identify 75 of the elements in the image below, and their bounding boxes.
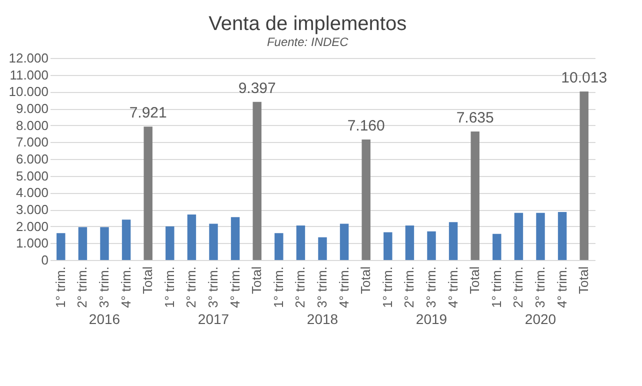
x-tick-label: 1° trim.	[162, 266, 177, 308]
x-tick-label: 3° trim.	[206, 266, 220, 308]
bar	[448, 222, 458, 260]
x-tick-label: 2° trim.	[510, 266, 526, 308]
text: 2020	[524, 311, 556, 327]
x-tick-label: 2° trim.	[74, 266, 90, 308]
bar	[78, 227, 88, 260]
y-tick-label: 5.000	[16, 168, 48, 184]
text: 2016	[88, 311, 120, 327]
bar	[166, 226, 174, 260]
y-tick-label: 8.000	[16, 118, 48, 133]
x-tick-label: Total	[358, 266, 374, 294]
bar	[362, 139, 370, 260]
x-tick-label: Total	[140, 266, 156, 294]
x-tick-label: 3° trim.	[424, 266, 438, 308]
x-tick-label: 1° trim.	[488, 266, 504, 308]
bar	[536, 212, 545, 260]
x-tick-label: 2° trim.	[402, 266, 417, 308]
data-label: 9.397	[238, 80, 276, 97]
x-tick-label: 4° trim.	[445, 266, 460, 308]
bar	[514, 212, 524, 260]
x-tick-label: Total	[576, 266, 592, 294]
data-label: 7.921	[129, 104, 167, 122]
bar	[558, 212, 567, 260]
bar	[209, 224, 218, 260]
text: 2017	[198, 311, 230, 327]
bar	[384, 232, 392, 260]
bar	[252, 102, 262, 260]
data-label: 7.635	[456, 109, 494, 126]
y-tick-label: 7.000	[16, 134, 48, 150]
y-tick-label: 4.000	[16, 185, 48, 200]
x-tick-label: 4° trim.	[554, 266, 570, 308]
x-tick-label: 4° trim.	[336, 266, 352, 308]
data-label: 10.013	[561, 69, 608, 86]
x-tick-label: 4° trim.	[118, 266, 134, 308]
bar	[296, 225, 306, 260]
y-tick-label: 2.000	[16, 218, 48, 234]
x-tick-label: Total	[467, 266, 482, 294]
x-tick-label: 3° trim.	[96, 266, 112, 308]
bar	[340, 224, 349, 260]
x-tick-label: 1° trim.	[380, 266, 395, 308]
bar	[405, 225, 414, 260]
x-tick-label: 1° trim.	[270, 266, 286, 308]
bar	[580, 91, 588, 260]
bar	[230, 217, 240, 260]
text: 2018	[306, 311, 338, 327]
y-tick-label: 6.000	[16, 152, 48, 166]
y-tick-label: 10.000	[8, 84, 48, 100]
x-tick-label: 3° trim.	[314, 266, 330, 308]
bar	[187, 214, 196, 260]
y-tick-label: 3.000	[16, 202, 48, 217]
bar	[56, 233, 66, 260]
bar	[144, 126, 152, 260]
chart-title: Venta de implementos	[208, 13, 407, 35]
x-tick-label: 3° trim.	[532, 266, 548, 308]
x-tick-label: Total	[249, 266, 264, 294]
bar	[122, 220, 131, 260]
text: 2019	[416, 311, 448, 327]
bar	[274, 233, 284, 260]
x-tick-label: 4° trim.	[227, 266, 242, 308]
y-tick-label: 11.000	[10, 67, 48, 82]
y-tick-label: 1.000	[16, 236, 48, 251]
bar	[492, 234, 502, 260]
y-tick-label: 0	[41, 252, 48, 268]
data-label: 7.160	[347, 117, 385, 134]
bar	[318, 237, 327, 260]
y-tick-label: 12.000	[8, 50, 48, 66]
y-tick-label: 9.000	[16, 101, 48, 116]
bar	[427, 231, 436, 260]
x-tick-label: 2° trim.	[292, 266, 308, 308]
bar	[100, 227, 109, 260]
x-tick-label: 2° trim.	[184, 266, 199, 308]
x-tick-label: 1° trim.	[52, 266, 68, 308]
chart-subtitle: Fuente: INDEC	[266, 35, 349, 49]
bar	[470, 131, 480, 260]
